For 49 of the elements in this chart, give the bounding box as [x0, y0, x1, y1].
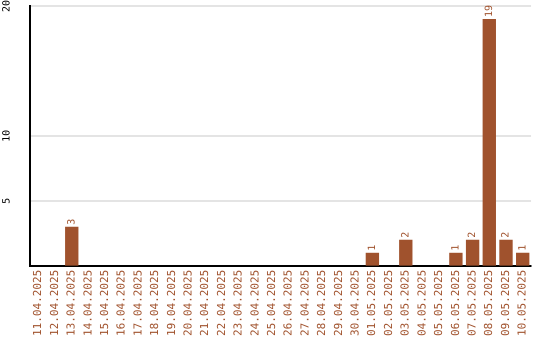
x-tick-label: 08.05.2025: [482, 270, 496, 336]
x-tick-label: 30.04.2025: [348, 270, 362, 336]
x-tick-label: 15.04.2025: [98, 270, 112, 336]
x-tick-label: 11.04.2025: [31, 270, 44, 336]
data-label: 19: [484, 4, 495, 17]
x-tick-label: 25.04.2025: [265, 270, 278, 336]
bar: [516, 252, 530, 266]
data-label: 3: [66, 218, 78, 225]
data-label: 2: [500, 232, 512, 238]
x-tick-label: 22.04.2025: [214, 270, 228, 336]
x-tick-label: 23.04.2025: [232, 270, 245, 336]
bar: [366, 252, 380, 266]
data-label: 2: [467, 232, 478, 238]
bar: [482, 18, 496, 266]
y-tick-label: 10: [2, 130, 13, 142]
x-tick-label: 05.05.2025: [432, 270, 446, 336]
y-tick-label: 5: [2, 198, 13, 204]
x-tick-label: 21.04.2025: [198, 270, 212, 336]
x-tick-label: 20.04.2025: [182, 270, 195, 336]
x-tick-label: 13.04.2025: [64, 270, 78, 336]
x-tick-label: 10.05.2025: [516, 270, 529, 336]
bar: [499, 240, 513, 266]
bar: [65, 226, 78, 266]
x-tick-label: 01.05.2025: [365, 270, 378, 336]
x-tick-label: 26.04.2025: [282, 270, 295, 336]
data-label: 1: [450, 244, 462, 251]
x-tick-label: 06.05.2025: [448, 270, 462, 336]
x-tick-label: 09.05.2025: [498, 270, 512, 336]
x-tick-label: 02.05.2025: [382, 270, 395, 336]
x-tick-label: 28.04.2025: [315, 270, 328, 336]
data-label: 1: [517, 244, 528, 251]
x-tick-label: 04.05.2025: [415, 270, 428, 336]
x-tick-label: 07.05.2025: [465, 270, 478, 336]
x-tick-label: 27.04.2025: [298, 270, 312, 336]
x-tick-label: 03.05.2025: [398, 270, 412, 336]
x-tick-label: 12.04.2025: [48, 270, 61, 336]
x-tick-label: 17.04.2025: [131, 270, 144, 336]
data-label: 1: [366, 244, 378, 251]
x-tick-label: 24.04.2025: [248, 270, 262, 336]
x-tick-label: 19.04.2025: [164, 270, 178, 336]
x-tick-label: 14.04.2025: [81, 270, 94, 336]
x-tick-label: 18.04.2025: [148, 270, 162, 336]
x-tick-label: 29.04.2025: [332, 270, 345, 336]
y-tick-label: 20: [2, 0, 13, 12]
bar: [466, 240, 480, 266]
data-label: 2: [400, 232, 412, 238]
x-tick-label: 16.04.2025: [114, 270, 128, 336]
bar: [449, 252, 463, 266]
bar: [399, 240, 412, 266]
